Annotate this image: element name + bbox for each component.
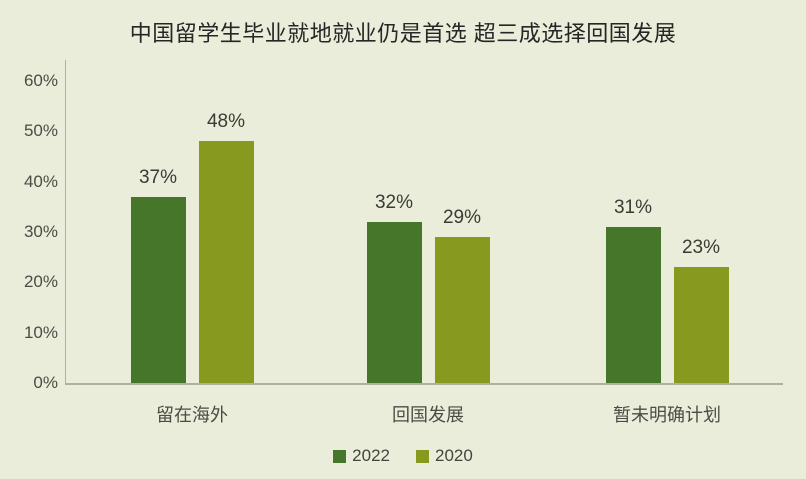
bar-2022-暂未明确计划	[605, 226, 661, 383]
bar-2020-暂未明确计划	[673, 267, 729, 383]
legend-item-2020: 2020	[416, 446, 473, 466]
bar-value-label: 29%	[442, 207, 482, 229]
legend-item-2022: 2022	[333, 446, 390, 466]
bar-2022-回国发展	[366, 221, 422, 383]
legend: 2022 2020	[0, 446, 806, 466]
y-tick-label: 0%	[33, 373, 58, 392]
bar-value-label: 31%	[613, 196, 653, 218]
chart-title: 中国留学生毕业就地就业仍是首选 超三成选择回国发展	[129, 21, 677, 46]
legend-swatch-2020	[416, 449, 429, 463]
bar-value-label: 48%	[206, 111, 246, 133]
x-category-label: 暂未明确计划	[613, 405, 721, 425]
y-tick-label: 50%	[23, 121, 58, 141]
bar-2020-留在海外	[198, 141, 254, 383]
y-axis-line	[65, 60, 66, 383]
y-tick-label: 40%	[23, 171, 58, 191]
x-axis-line	[65, 383, 783, 385]
y-tick-label: 20%	[23, 272, 58, 292]
bar-value-label: 32%	[374, 191, 414, 213]
legend-label: 2020	[435, 446, 473, 465]
bar-2022-留在海外	[130, 196, 186, 383]
x-category-label: 留在海外	[156, 405, 228, 425]
y-tick-label: 10%	[23, 322, 58, 342]
legend-label: 2022	[352, 446, 390, 465]
x-category-label: 回国发展	[392, 405, 464, 425]
bar-value-label: 23%	[681, 237, 721, 259]
legend-swatch-2022	[333, 449, 347, 463]
y-tick-label: 30%	[23, 222, 58, 241]
bar-2020-回国发展	[434, 237, 490, 383]
bar-value-label: 37%	[138, 166, 178, 188]
y-tick-label: 60%	[23, 71, 58, 90]
